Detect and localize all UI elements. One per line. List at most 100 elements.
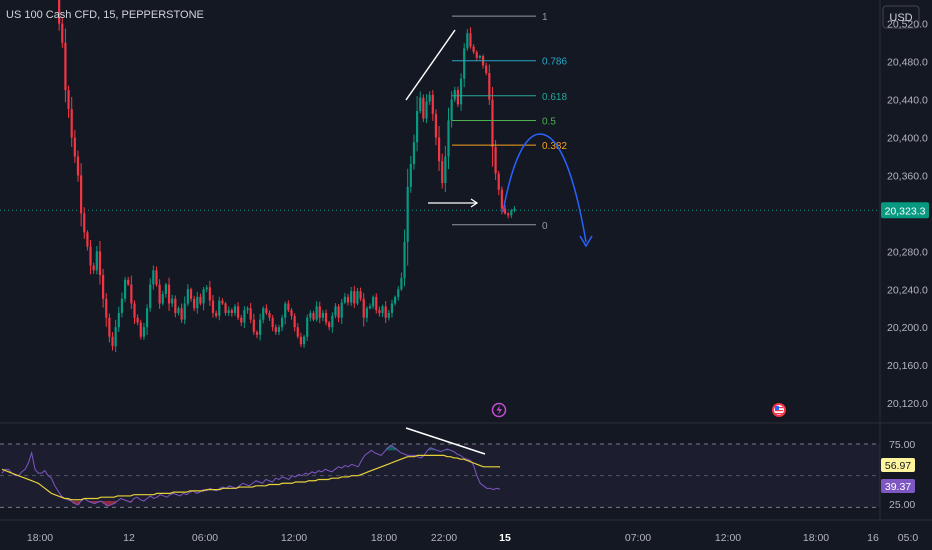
candle-body	[114, 327, 117, 347]
current-price-badge: 20,323.3	[881, 202, 929, 219]
price-axis[interactable]: 20,520.0 20,480.0 20,440.0 20,400.0 20,360.0…	[887, 19, 928, 410]
candle-body	[290, 310, 293, 316]
candle-body	[315, 306, 318, 320]
candle-body	[211, 300, 215, 313]
time-tick-label: 15	[499, 532, 511, 544]
trend-line-drawing[interactable]	[405, 29, 456, 101]
candle-body	[92, 265, 95, 271]
candle-body	[409, 164, 412, 187]
candle-body	[240, 317, 243, 323]
candle-body	[246, 308, 249, 311]
candle-body	[193, 298, 196, 309]
candle-body	[337, 306, 340, 318]
rsi-tick-75: 75.00	[889, 439, 915, 451]
candle-body	[158, 284, 161, 304]
time-axis[interactable]: 18:00 12 06:00 12:00 18:00 22:00 15 07:00 12:00 1…	[27, 532, 919, 544]
fib-level-label: 0	[542, 221, 548, 232]
price-tick-label: 20,520.0	[887, 19, 928, 31]
candle-body	[441, 161, 444, 184]
candle-body	[507, 213, 510, 216]
candle-body	[136, 317, 139, 323]
candle-body	[205, 287, 208, 290]
candle-body	[372, 296, 375, 307]
candles-group	[58, 0, 516, 353]
candle-body	[215, 312, 218, 316]
candle-body	[500, 189, 503, 209]
price-tick-label: 20,400.0	[887, 133, 928, 145]
candle-body	[98, 251, 102, 276]
candle-body	[368, 306, 372, 309]
currency-button[interactable]: USD	[882, 5, 920, 29]
candle-body	[434, 113, 438, 138]
candle-body	[86, 232, 89, 247]
candle-body	[422, 97, 425, 119]
candle-body	[346, 296, 350, 303]
time-tick-label: 12	[123, 532, 135, 544]
candle-body	[64, 42, 67, 91]
white-arrow-drawing[interactable]	[428, 198, 479, 208]
candle-body	[180, 308, 183, 320]
candle-body	[237, 306, 240, 318]
candle-body	[284, 303, 287, 318]
candle-body	[183, 303, 186, 320]
candle-body	[362, 298, 365, 318]
candle-body	[475, 52, 478, 58]
candle-body	[252, 319, 255, 332]
candle-body	[491, 99, 494, 148]
candle-body	[469, 33, 472, 47]
candle-body	[296, 327, 299, 337]
rsi-group	[1, 444, 501, 507]
candle-body	[83, 213, 86, 233]
candle-body	[167, 284, 171, 304]
candle-body	[340, 302, 343, 318]
candle-body	[61, 23, 64, 43]
candle-body	[472, 46, 475, 53]
candle-body	[394, 296, 397, 304]
time-tick-label: 05:0	[898, 532, 919, 544]
candle-body	[375, 296, 378, 311]
candle-body	[208, 287, 211, 301]
candle-body	[233, 306, 237, 313]
candle-body	[171, 298, 174, 304]
candle-body	[130, 284, 133, 304]
candle-body	[478, 55, 481, 58]
candle-body	[412, 142, 416, 165]
candle-body	[312, 312, 315, 320]
candle-body	[425, 101, 428, 119]
candle-body	[331, 315, 334, 328]
candle-body	[378, 310, 381, 313]
candle-body	[463, 48, 466, 79]
candle-body	[243, 310, 246, 323]
us-flag-icon[interactable]	[772, 403, 786, 417]
candle-body	[58, 0, 61, 24]
price-tick-label: 20,360.0	[887, 170, 928, 182]
candle-body	[249, 308, 252, 320]
candle-body	[152, 270, 155, 285]
candle-body	[365, 308, 368, 318]
candle-body	[95, 251, 98, 271]
time-tick-label: 18:00	[803, 532, 829, 544]
candle-body	[133, 303, 136, 318]
candle-body	[196, 296, 199, 309]
price-tick-label: 20,280.0	[887, 246, 928, 258]
candle-body	[89, 246, 92, 266]
rsi-divergence-line[interactable]	[405, 427, 486, 455]
candle-body	[277, 327, 281, 332]
candle-body	[268, 312, 271, 318]
time-tick-label: 18:00	[27, 532, 53, 544]
lightning-icon[interactable]	[491, 402, 507, 418]
candle-body	[218, 300, 221, 316]
candle-body	[488, 73, 491, 100]
candle-body	[189, 289, 193, 299]
rsi-ma-line	[1, 454, 501, 501]
candle-body	[437, 137, 441, 162]
rsi-value-badge: 39.37	[881, 479, 915, 493]
candle-body	[177, 308, 180, 313]
fibonacci-retracement[interactable]: 1 0.786 0.618 0.5 0.382 0	[452, 12, 567, 232]
candle-body	[102, 275, 105, 299]
time-tick-label: 06:00	[192, 532, 218, 544]
price-tick-label: 20,240.0	[887, 284, 928, 296]
blue-projection-arrow[interactable]	[502, 133, 593, 248]
candle-body	[444, 156, 447, 184]
